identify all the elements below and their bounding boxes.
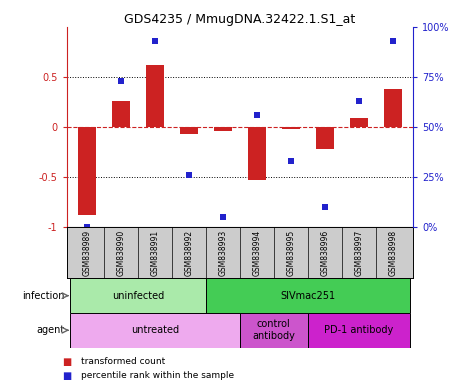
Text: GSM838989: GSM838989 xyxy=(82,229,91,276)
Text: GSM838994: GSM838994 xyxy=(252,229,261,276)
Point xyxy=(151,38,159,44)
Text: ■: ■ xyxy=(62,357,71,367)
Text: GSM838996: GSM838996 xyxy=(320,229,329,276)
Text: GSM838997: GSM838997 xyxy=(354,229,363,276)
Bar xyxy=(206,278,410,313)
Text: PD-1 antibody: PD-1 antibody xyxy=(324,325,393,335)
Text: GSM838993: GSM838993 xyxy=(218,229,228,276)
Point xyxy=(253,112,261,118)
Point xyxy=(185,172,193,178)
Text: control
antibody: control antibody xyxy=(252,319,295,341)
Title: GDS4235 / MmugDNA.32422.1.S1_at: GDS4235 / MmugDNA.32422.1.S1_at xyxy=(124,13,355,26)
Bar xyxy=(180,127,198,134)
Bar xyxy=(70,313,240,348)
Point xyxy=(321,204,329,210)
Point xyxy=(389,38,397,44)
Bar xyxy=(315,127,334,149)
Bar xyxy=(70,278,206,313)
Bar xyxy=(247,127,266,180)
Bar xyxy=(383,89,402,127)
Point xyxy=(83,223,91,230)
Text: GSM838998: GSM838998 xyxy=(389,229,398,276)
Text: untreated: untreated xyxy=(131,325,179,335)
Text: GSM838992: GSM838992 xyxy=(184,229,193,276)
Point xyxy=(287,157,294,164)
Point xyxy=(117,78,125,84)
Text: GSM838995: GSM838995 xyxy=(286,229,295,276)
Text: transformed count: transformed count xyxy=(81,357,165,366)
Bar xyxy=(308,313,410,348)
Bar xyxy=(77,127,96,215)
Text: SIVmac251: SIVmac251 xyxy=(280,291,335,301)
Text: GSM838990: GSM838990 xyxy=(116,229,125,276)
Text: ■: ■ xyxy=(62,371,71,381)
Text: infection: infection xyxy=(22,291,65,301)
Point xyxy=(219,214,227,220)
Bar xyxy=(282,127,300,129)
Text: uninfected: uninfected xyxy=(112,291,164,301)
Text: GSM838991: GSM838991 xyxy=(151,229,160,276)
Point xyxy=(355,98,362,104)
Bar xyxy=(214,127,232,131)
Text: percentile rank within the sample: percentile rank within the sample xyxy=(81,371,234,380)
Bar xyxy=(112,101,130,127)
Bar xyxy=(240,313,308,348)
Bar xyxy=(145,65,164,127)
Text: agent: agent xyxy=(37,325,65,335)
Bar xyxy=(350,118,368,127)
